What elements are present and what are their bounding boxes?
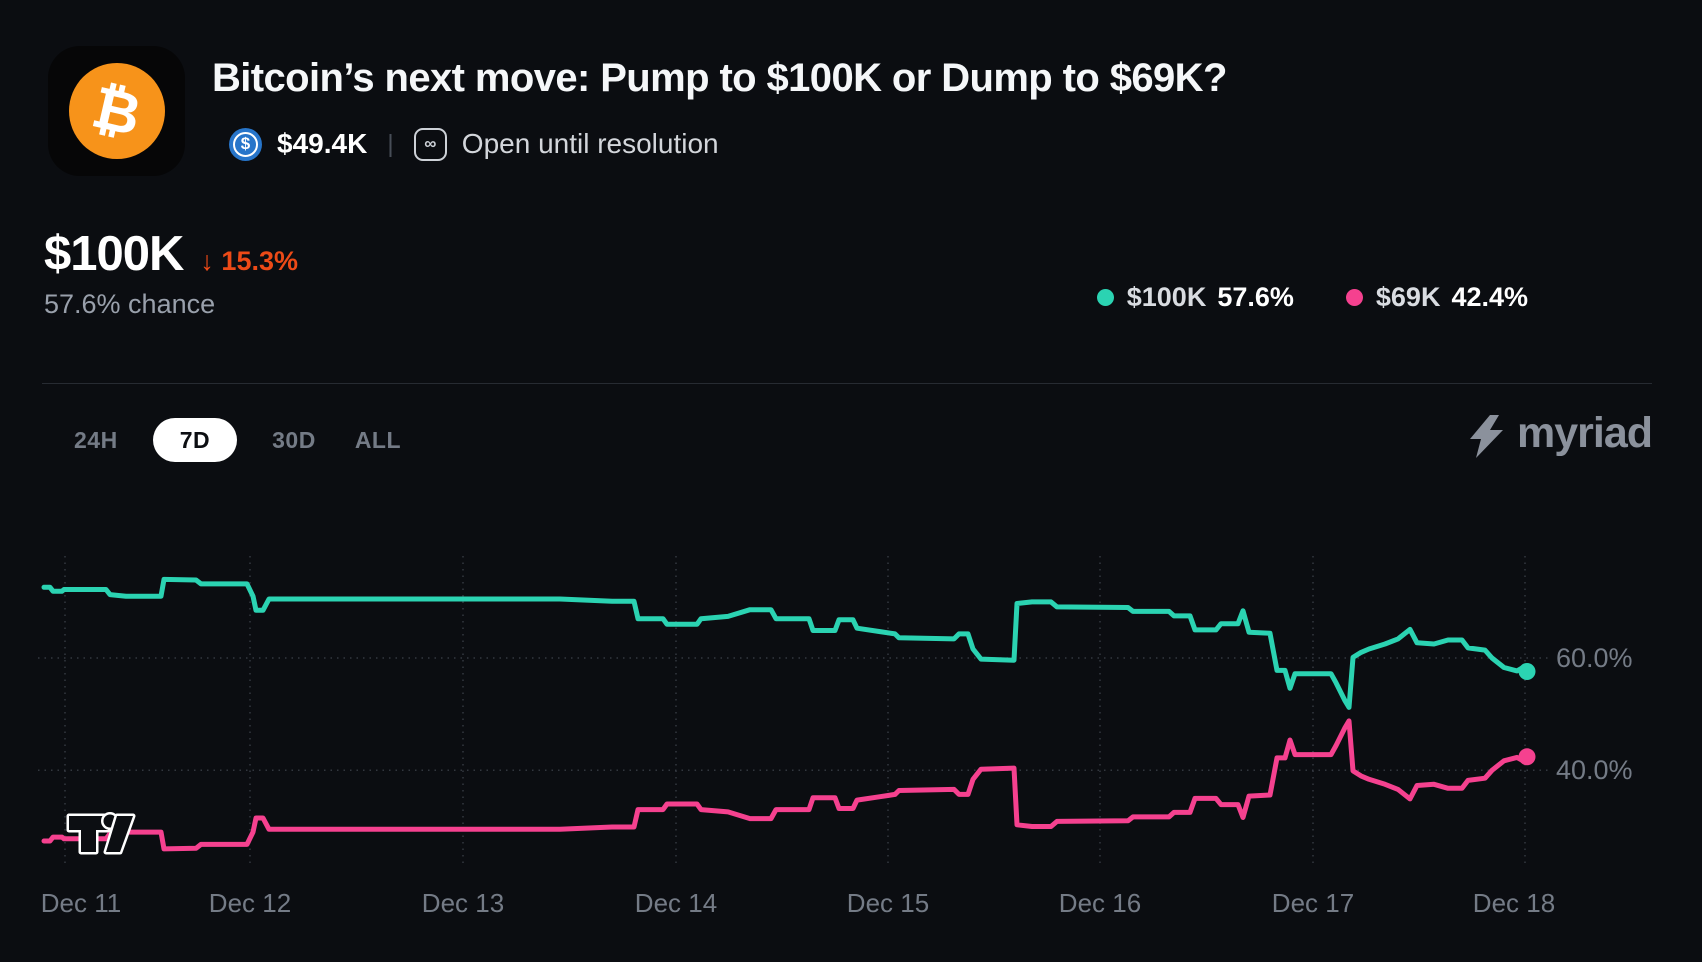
x-axis-label: Dec 12 [208,888,292,918]
market-status: Open until resolution [461,128,719,159]
tab-30d[interactable]: 30D [268,427,320,454]
x-axis-label: Dec 16 [1058,888,1142,918]
y-axis-label: 40.0% [1556,755,1633,786]
legend-item-0: $100K 57.6% [1096,282,1294,313]
usdc-icon: $ [229,127,262,161]
legend-dot-icon [1345,289,1363,306]
legend-item-1: $69K 42.4% [1345,282,1528,313]
myriad-brand: myriad [1466,409,1653,461]
price-block: $100K ↓ 15.3% 57.6% chance [44,227,298,320]
market-title: Bitcoin’s next move: Pump to $100K or Du… [212,56,1227,100]
series-line-0 [41,576,1530,710]
series-line-1 [41,718,1530,852]
x-axis-label: Dec 11 [40,888,122,918]
legend-label: $100K [1126,282,1207,312]
x-axis-label: Dec 13 [421,888,505,918]
time-range-tabs: 24H 7D 30D ALL [70,418,405,462]
x-axis-label: Dec 15 [846,888,930,918]
market-meta: $ $49.4K | ∞ Open until resolution [229,126,719,162]
brand-name: myriad [1516,409,1653,457]
arrow-down-icon: ↓ [200,246,214,276]
bitcoin-icon: ₿ [69,63,165,159]
x-axis-label: Dec 17 [1271,888,1355,918]
legend-label: $69K [1375,282,1441,312]
myriad-bolt-icon [1469,415,1503,458]
meta-separator: | [387,129,394,158]
tab-7d[interactable]: 7D [152,418,238,462]
series-end-marker-0 [1518,663,1536,680]
tab-24h[interactable]: 24H [70,427,122,454]
market-volume: $49.4K [277,128,368,159]
tab-all[interactable]: ALL [351,427,405,454]
legend-value: 57.6% [1217,282,1294,312]
legend-value: 42.4% [1451,282,1528,312]
y-axis-label: 60.0% [1556,643,1633,673]
chart-legend: $100K 57.6% $69K 42.4% [1096,282,1528,313]
price-chance: 57.6% chance [44,288,216,319]
x-axis-label: Dec 18 [1472,888,1556,918]
series-end-marker-1 [1518,748,1536,766]
legend-dot-icon [1096,289,1114,306]
tradingview-logo [66,812,136,855]
link-icon: ∞ [413,127,447,161]
x-axis-label: Dec 14 [634,888,718,918]
price-change: ↓ 15.3% [200,246,298,276]
market-avatar: ₿ [48,46,185,176]
section-divider [42,383,1652,384]
outcome-price: $100K [44,227,184,281]
